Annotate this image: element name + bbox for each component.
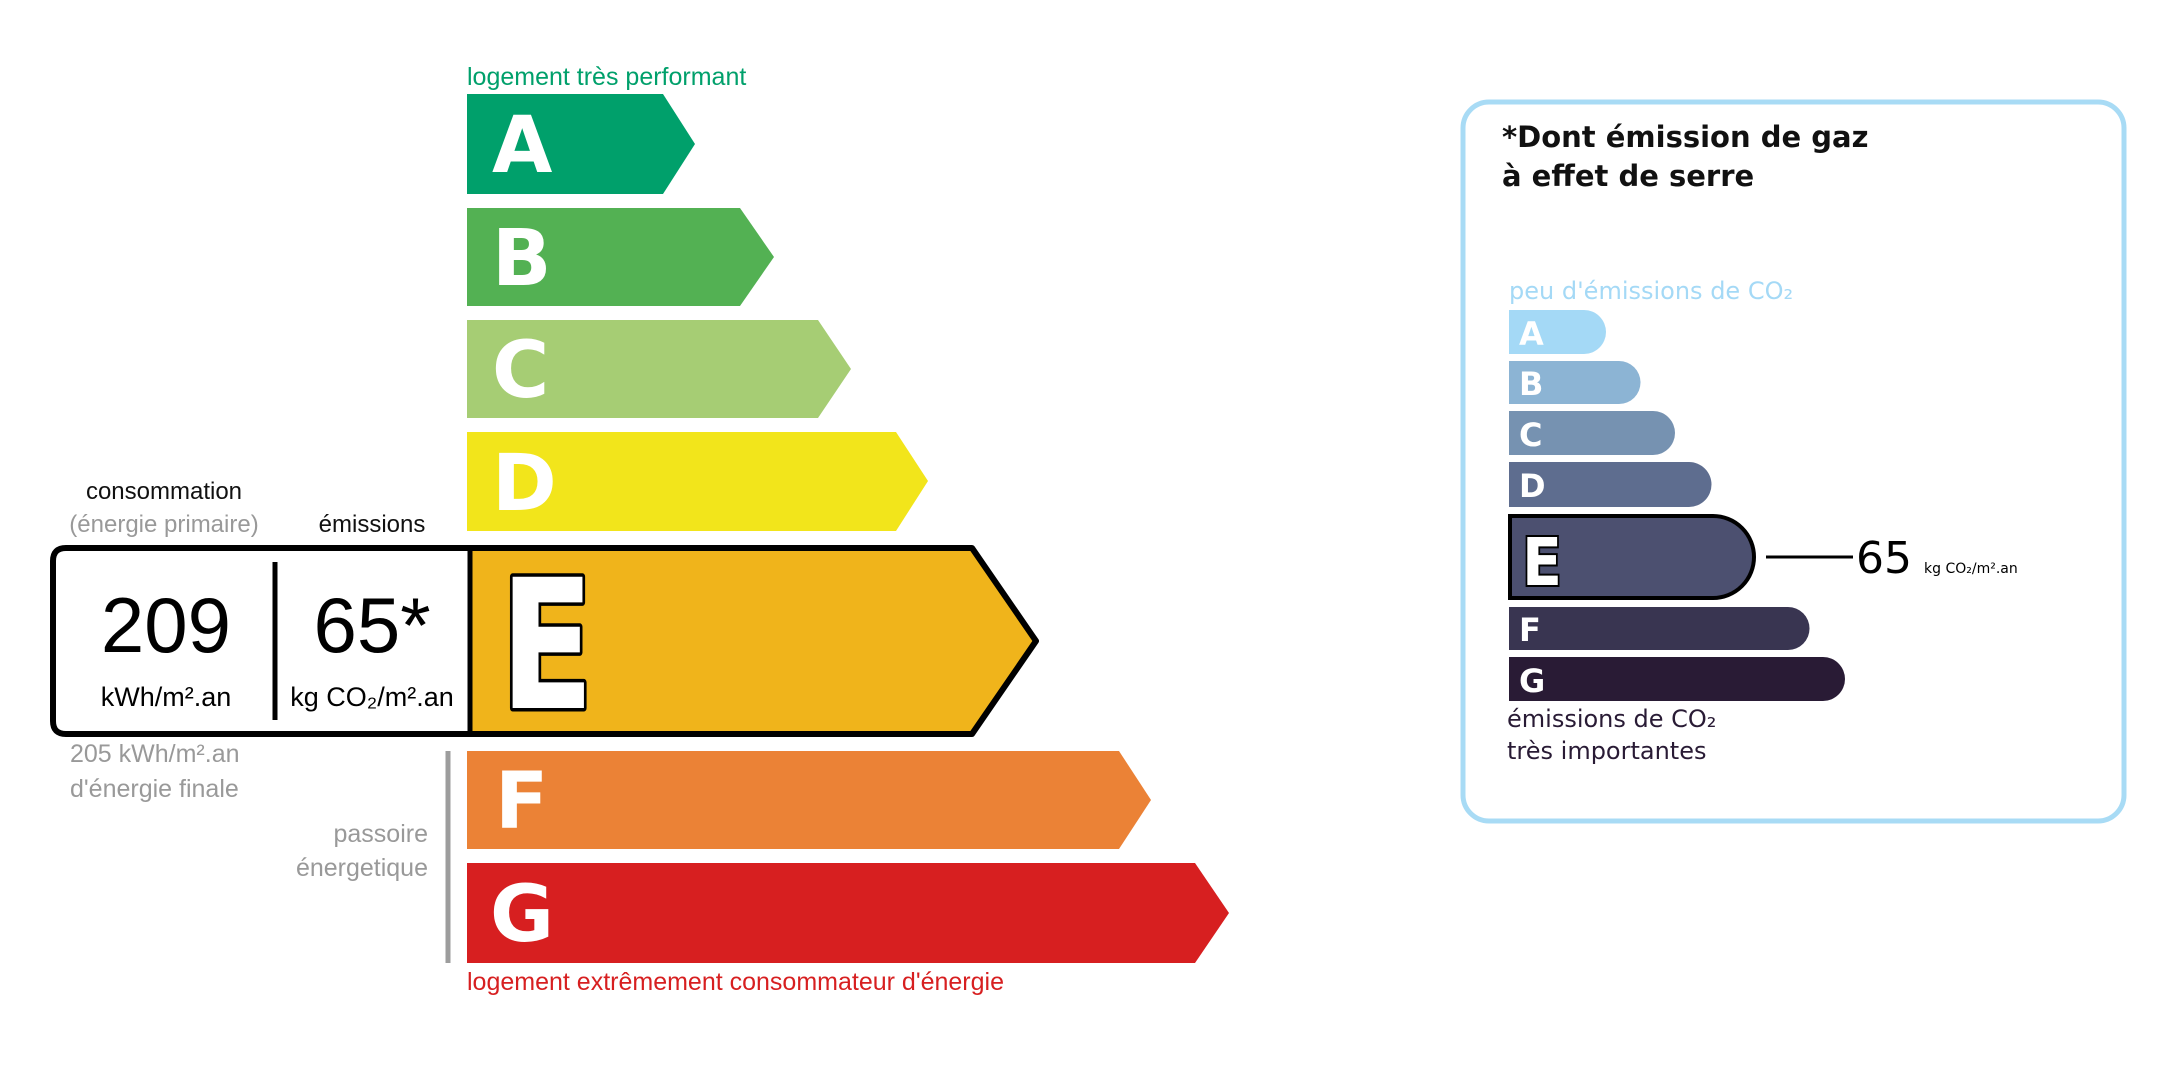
final-energy-value: 205 kWh/m².an <box>70 740 240 768</box>
ghg-letter-b: B <box>1519 365 1543 403</box>
ghg-title-line1: *Dont émission de gaz <box>1502 120 1868 154</box>
ghg-panel: *Dont émission de gaz à effet de serre p… <box>1460 99 2127 824</box>
energy-letter-a: A <box>492 101 552 191</box>
ghg-letter-g: G <box>1519 662 1545 700</box>
energy-bar-e <box>470 551 1033 731</box>
energy-scale: logement très performant A B C D consomm… <box>50 63 1229 996</box>
emissions-unit: kg CO₂/m².an <box>290 682 454 712</box>
ghg-letter-a: A <box>1519 315 1544 353</box>
values-box <box>56 551 470 731</box>
energy-bar-f <box>467 751 1151 849</box>
energy-letter-d: D <box>492 439 557 529</box>
energy-letter-f: F <box>495 757 548 847</box>
ghg-bar-d <box>1509 462 1712 507</box>
ghg-title-line2: à effet de serre <box>1502 159 1754 193</box>
passoire-line1: passoire <box>334 820 429 848</box>
ghg-bar-e <box>1508 514 1756 600</box>
ghg-letter-f: F <box>1519 611 1541 649</box>
ghg-bottom-line2: très importantes <box>1507 737 1707 765</box>
ghg-bar-f <box>1509 607 1810 650</box>
energy-bottom-label: logement extrêmement consommateur d'éner… <box>467 968 1004 996</box>
energy-bar-b <box>467 208 774 306</box>
ghg-letter-c: C <box>1519 416 1542 454</box>
energy-bar-a <box>467 94 695 194</box>
ghg-bar-g <box>1509 657 1845 701</box>
ghg-unit: kg CO₂/m².an <box>1924 561 2018 577</box>
ghg-top-label: peu d'émissions de CO₂ <box>1509 277 1793 305</box>
energy-letter-c: C <box>492 326 549 416</box>
ghg-bar-c <box>1509 411 1675 455</box>
consumption-sublabel: (énergie primaire) <box>69 511 258 538</box>
ghg-letter-d: D <box>1519 467 1546 505</box>
energy-letter-b: B <box>492 214 551 304</box>
energy-bar-d <box>467 432 928 531</box>
ghg-bottom-line1: émissions de CO₂ <box>1507 705 1716 733</box>
energy-bar-c <box>467 320 851 418</box>
consumption-label: consommation <box>86 478 242 505</box>
ghg-letter-e: E <box>1522 524 1562 601</box>
passoire-line2: énergetique <box>296 854 428 882</box>
ghg-bar-a <box>1509 310 1606 354</box>
emissions-value: 65* <box>313 581 430 669</box>
ghg-bar-b <box>1509 361 1641 404</box>
consumption-value: 209 <box>101 581 231 669</box>
consumption-unit: kWh/m².an <box>101 682 232 712</box>
emissions-label: émissions <box>319 511 426 538</box>
energy-letter-g: G <box>490 870 554 960</box>
energy-bar-g <box>467 863 1229 963</box>
energy-letter-e: E <box>500 542 594 751</box>
current-class-outline <box>50 545 1039 737</box>
ghg-value: 65 <box>1856 533 1912 584</box>
energy-top-label: logement très performant <box>467 63 746 91</box>
final-energy-label: d'énergie finale <box>70 775 239 803</box>
